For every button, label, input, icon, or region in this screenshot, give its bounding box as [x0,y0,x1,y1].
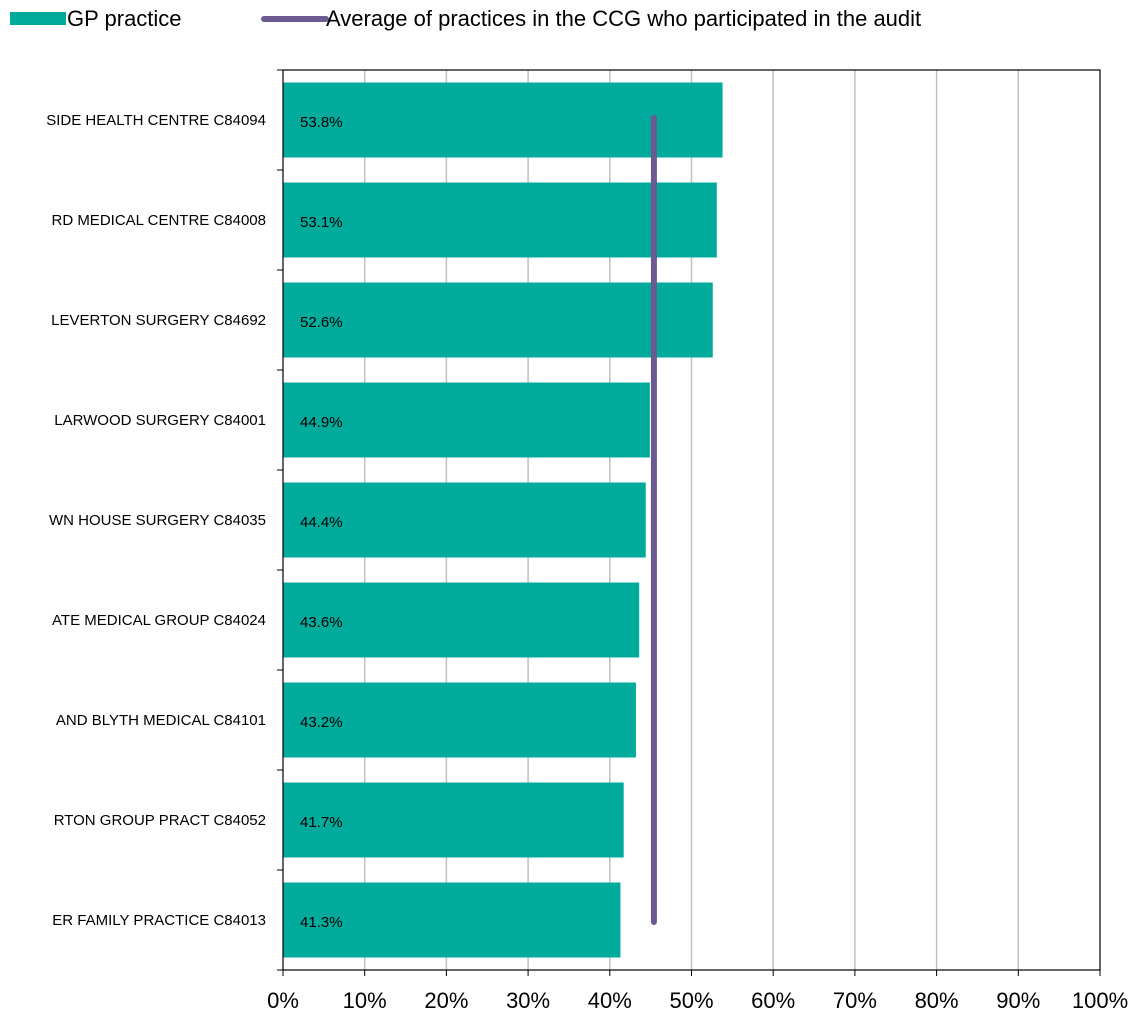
bar [283,882,621,958]
category-label: LEVERTON SURGERY C84692 [51,312,266,329]
x-tick-label: 60% [751,988,795,1013]
x-tick-label: 70% [833,988,877,1013]
bar [283,382,650,458]
data-labels: 53.8% 53.1% 52.6% 44.9% 44.4% 43.6% 43.2% 41.7%… [300,114,343,931]
bar [283,782,624,858]
data-label: 44.4% [300,514,343,531]
category-label: ATE MEDICAL GROUP C84024 [52,612,266,629]
x-tick-label: 0% [267,988,299,1013]
data-label: 53.8% [300,114,343,131]
x-tick-label: 20% [424,988,468,1013]
bar [283,482,646,558]
bar [283,82,723,158]
category-labels: SIDE HEALTH CENTRE C84094 RD MEDICAL CENT… [46,112,266,929]
bar [283,682,636,758]
category-label: RTON GROUP PRACT C84052 [54,812,266,829]
data-label: 41.7% [300,814,343,831]
bars [283,82,723,958]
legend-line-label: Average of practices in the CCG who part… [326,6,921,31]
x-axis-tick-labels: 0% 10% 20% 30% 40% 50% 60% 70% 80% 90% 100% [267,970,1128,1013]
x-tick-label: 10% [343,988,387,1013]
data-label: 52.6% [300,314,343,331]
x-tick-label: 30% [506,988,550,1013]
x-tick-label: 80% [915,988,959,1013]
x-tick-label: 90% [996,988,1040,1013]
x-tick-label: 40% [588,988,632,1013]
legend-bar-label: GP practice [67,6,182,31]
category-label: AND BLYTH MEDICAL C84101 [56,712,266,729]
data-label: 44.9% [300,414,343,431]
legend: GP practice Average of practices in the … [10,6,921,31]
data-label: 43.2% [300,714,343,731]
x-tick-label: 100% [1072,988,1128,1013]
bar [283,182,717,258]
data-label: 41.3% [300,914,343,931]
category-label: SIDE HEALTH CENTRE C84094 [46,112,266,129]
category-label: RD MEDICAL CENTRE C84008 [51,212,266,229]
bar [283,282,713,358]
legend-bar-swatch [10,12,66,25]
y-axis-ticks [277,69,283,971]
category-label: LARWOOD SURGERY C84001 [54,412,266,429]
category-label: WN HOUSE SURGERY C84035 [49,512,266,529]
data-label: 43.6% [300,614,343,631]
bar [283,582,640,658]
x-tick-label: 50% [669,988,713,1013]
category-label: ER FAMILY PRACTICE C84013 [52,912,266,929]
data-label: 53.1% [300,214,343,231]
